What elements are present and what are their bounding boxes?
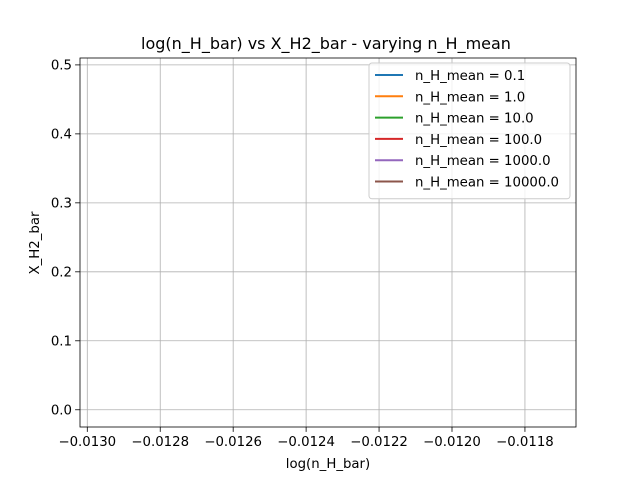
chart-title: log(n_H_bar) vs X_H2_bar - varying n_H_m… (141, 34, 511, 54)
x-axis-label: log(n_H_bar) (286, 457, 370, 472)
x-tick-label: −0.0128 (131, 435, 189, 450)
legend-entry-label: n_H_mean = 1000.0 (415, 154, 551, 169)
x-tick-label: −0.0130 (58, 435, 116, 450)
axis-ticks: −0.0130 −0.0128 −0.0126 −0.0124 −0.0122 −0.01… (51, 59, 554, 450)
legend-entry-label: n_H_mean = 10000.0 (415, 176, 559, 191)
legend-box (368, 62, 571, 200)
x-tick-label: −0.0122 (350, 435, 408, 450)
y-tick-label: 0.0 (51, 404, 72, 419)
x-tick-label: −0.0124 (277, 435, 335, 450)
y-tick-label: 0.5 (51, 59, 72, 74)
x-tick-label: −0.0126 (204, 435, 262, 450)
x-tick-label: −0.0118 (496, 435, 554, 450)
legend-entry-label: n_H_mean = 1.0 (415, 90, 525, 105)
plot-area-frame (79, 57, 577, 428)
grid (80, 58, 576, 427)
x-tick-label: −0.0120 (423, 435, 481, 450)
y-tick-label: 0.4 (51, 128, 72, 143)
legend-entry-label: n_H_mean = 0.1 (415, 69, 525, 84)
legend-entry-label: n_H_mean = 10.0 (415, 112, 534, 127)
legend: n_H_mean = 0.1 n_H_mean = 1.0 n_H_mean = 1… (368, 62, 571, 200)
legend-entry-label: n_H_mean = 100.0 (415, 133, 542, 148)
y-axis-label: X_H2_bar (28, 211, 43, 274)
y-tick-label: 0.1 (51, 335, 72, 350)
y-tick-label: 0.2 (51, 266, 72, 281)
y-tick-label: 0.3 (51, 197, 72, 212)
